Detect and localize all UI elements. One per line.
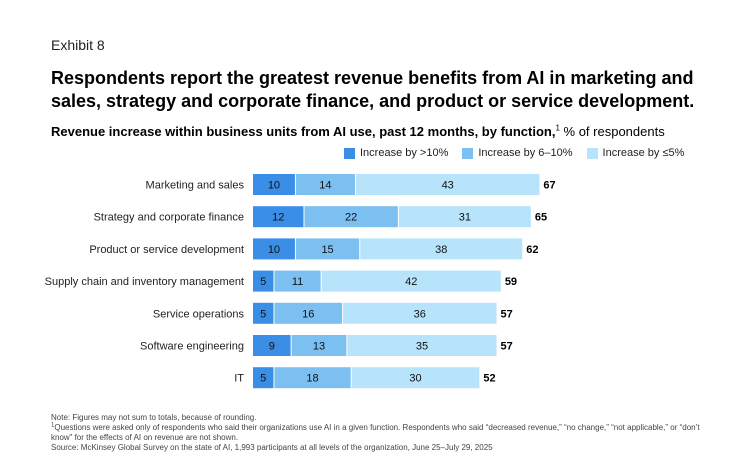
bar-segment-software-engineering-1 <box>291 335 347 356</box>
bar-value-strategy-and-corporate-finance-1: 22 <box>345 212 357 224</box>
bar-total-product-or-service-development: 62 <box>526 244 538 256</box>
category-label-it: IT <box>234 373 244 385</box>
bar-value-marketing-and-sales-2: 43 <box>442 180 454 192</box>
footnotes: Note: Figures may not sum to totals, bec… <box>51 413 701 453</box>
category-label-product-or-service-development: Product or service development <box>89 244 244 256</box>
bar-total-service-operations: 57 <box>501 308 513 320</box>
legend-swatch-light <box>586 147 598 159</box>
legend-swatch-dark <box>344 147 355 159</box>
bar-segment-software-engineering-0 <box>253 335 291 356</box>
bar-segment-product-or-service-development-0 <box>253 238 295 260</box>
bar-value-service-operations-1: 16 <box>302 308 314 320</box>
bar-value-it-1: 18 <box>306 373 318 385</box>
bar-value-product-or-service-development-1: 15 <box>321 244 333 256</box>
bar-value-product-or-service-development-2: 38 <box>435 244 447 256</box>
legend-label-gt10: Increase by >10% <box>360 147 449 159</box>
legend-label-6-10: Increase by 6–10% <box>478 147 573 159</box>
legend: Increase by >10% Increase by 6–10% Incre… <box>344 147 684 159</box>
bar-segment-strategy-and-corporate-finance-2 <box>398 206 531 228</box>
note-questions-text: Questions were asked only of respondents… <box>51 423 700 442</box>
bar-value-supply-chain-and-inventory-management-2: 42 <box>405 276 417 288</box>
legend-item-gt10: Increase by >10% <box>344 147 448 159</box>
bar-total-software-engineering: 57 <box>501 341 513 353</box>
bar-value-strategy-and-corporate-finance-0: 12 <box>272 212 284 224</box>
bar-segment-marketing-and-sales-1 <box>295 174 355 195</box>
subtitle-footnote-mark: 1 <box>555 123 560 133</box>
bar-total-supply-chain-and-inventory-management: 59 <box>505 276 517 288</box>
bar-segment-service-operations-2 <box>343 302 497 324</box>
subtitle-bold: Revenue increase within business units f… <box>51 124 556 139</box>
bar-segment-strategy-and-corporate-finance-0 <box>253 206 304 228</box>
bar-segment-strategy-and-corporate-finance-1 <box>304 206 398 228</box>
legend-item-le5: Increase by ≤5% <box>586 147 685 159</box>
bar-segment-supply-chain-and-inventory-management-1 <box>274 270 321 292</box>
category-label-supply-chain-and-inventory-management: Supply chain and inventory management <box>45 276 244 288</box>
note-rounding: Note: Figures may not sum to totals, bec… <box>51 413 257 422</box>
bar-segment-it-1 <box>274 367 351 389</box>
bar-segment-it-0 <box>253 367 274 389</box>
bar-segment-marketing-and-sales-0 <box>253 174 295 195</box>
bar-total-strategy-and-corporate-finance: 65 <box>535 212 547 224</box>
category-label-software-engineering: Software engineering <box>140 341 244 353</box>
legend-item-6-10: Increase by 6–10% <box>462 147 573 159</box>
bar-value-it-0: 5 <box>260 373 266 385</box>
legend-label-le5: Increase by ≤5% <box>602 147 685 159</box>
bar-value-supply-chain-and-inventory-management-1: 11 <box>292 276 303 288</box>
bar-value-it-2: 30 <box>409 373 421 385</box>
bar-segment-supply-chain-and-inventory-management-0 <box>253 270 274 292</box>
bar-value-product-or-service-development-0: 10 <box>268 244 280 256</box>
bar-value-supply-chain-and-inventory-management-0: 5 <box>260 276 266 288</box>
bar-value-software-engineering-0: 9 <box>269 341 275 353</box>
bar-segment-it-2 <box>351 367 480 389</box>
bar-segment-service-operations-0 <box>253 302 274 324</box>
bar-value-software-engineering-1: 13 <box>313 341 325 353</box>
bar-total-it: 52 <box>483 373 495 385</box>
bar-value-strategy-and-corporate-finance-2: 31 <box>459 212 471 224</box>
category-label-strategy-and-corporate-finance: Strategy and corporate finance <box>94 212 244 224</box>
note-source: Source: McKinsey Global Survey on the st… <box>51 443 493 452</box>
bar-segment-software-engineering-2 <box>347 335 497 356</box>
bar-total-marketing-and-sales: 67 <box>543 180 555 192</box>
bar-segment-marketing-and-sales-2 <box>355 174 540 195</box>
bar-value-service-operations-2: 36 <box>414 308 426 320</box>
subtitle-unit: % of respondents <box>559 124 665 139</box>
bar-segment-product-or-service-development-1 <box>295 238 360 260</box>
legend-swatch-mid <box>462 147 474 159</box>
category-label-service-operations: Service operations <box>153 308 245 320</box>
bar-value-marketing-and-sales-1: 14 <box>319 180 331 192</box>
bar-value-service-operations-0: 5 <box>260 308 266 320</box>
note-questions: 1Questions were asked only of respondent… <box>51 422 701 443</box>
bar-segment-supply-chain-and-inventory-management-2 <box>321 270 501 292</box>
bar-value-software-engineering-2: 35 <box>416 341 428 353</box>
bar-segment-product-or-service-development-2 <box>360 238 523 260</box>
category-label-marketing-and-sales: Marketing and sales <box>146 180 245 192</box>
note-footnote-mark: 1 <box>51 422 55 429</box>
exhibit-label: Exhibit 8 <box>51 37 105 53</box>
chart-subtitle: Revenue increase within business units f… <box>51 124 665 139</box>
bar-segment-service-operations-1 <box>274 302 343 324</box>
bar-value-marketing-and-sales-0: 10 <box>268 180 280 192</box>
headline: Respondents report the greatest revenue … <box>51 68 695 111</box>
